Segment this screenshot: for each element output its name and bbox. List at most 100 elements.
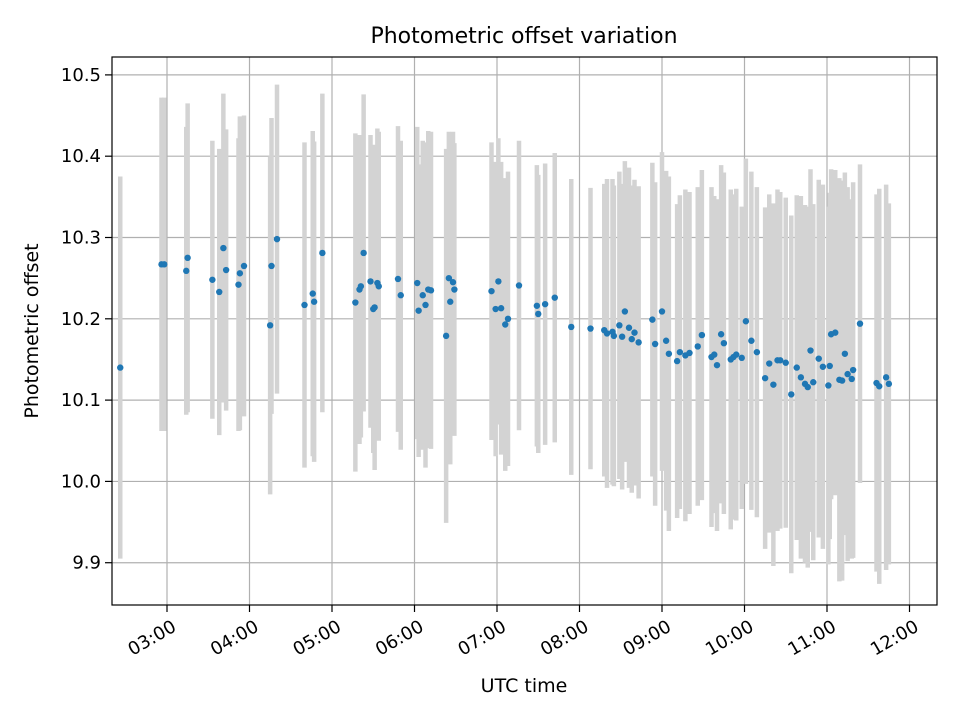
data-point	[738, 354, 745, 362]
y-tick-label: 10.1	[61, 390, 101, 411]
y-axis-ticks: 9.9 10.0 10.1 10.2 10.3 10.4 10.5	[61, 65, 112, 574]
x-tick-label: 04:00	[207, 616, 262, 660]
data-point	[310, 298, 318, 305]
data-point	[807, 347, 814, 354]
data-point	[375, 283, 382, 290]
x-tick-label: 08:00	[537, 616, 592, 660]
data-point	[309, 290, 316, 297]
x-tick-label: 11:00	[784, 616, 839, 660]
x-tick-label: 09:00	[619, 616, 674, 660]
data-point	[662, 337, 670, 344]
data-point	[240, 262, 248, 270]
data-point	[488, 287, 495, 295]
data-point	[838, 377, 846, 384]
data-point	[184, 254, 191, 262]
x-axis-ticks: 03:00 04:00 05:00 06:00 07:00 08:00 09:00 10:00…	[124, 605, 922, 660]
data-point	[686, 349, 693, 357]
data-point	[848, 375, 855, 383]
data-point	[273, 235, 281, 243]
data-point	[717, 331, 725, 338]
data-point	[414, 279, 421, 287]
data-point	[419, 292, 426, 299]
data-point	[161, 261, 168, 268]
chart-title: Photometric offset variation	[370, 24, 677, 49]
data-point	[761, 374, 769, 382]
data-point	[360, 249, 367, 257]
data-point	[658, 308, 666, 315]
data-point	[841, 350, 849, 357]
data-point	[777, 357, 784, 364]
data-point	[504, 315, 512, 323]
data-point	[748, 337, 755, 344]
data-point	[394, 275, 402, 283]
data-point	[357, 283, 365, 290]
data-point	[742, 318, 750, 325]
x-tick-label: 05:00	[289, 616, 344, 660]
data-point	[222, 266, 230, 274]
data-point	[625, 324, 633, 331]
data-point	[319, 249, 326, 257]
data-point	[733, 351, 740, 358]
data-point	[673, 357, 681, 365]
x-axis-label: UTC time	[481, 675, 568, 697]
data-point	[367, 278, 374, 285]
x-tick-label: 06:00	[372, 616, 427, 660]
data-point	[541, 300, 549, 308]
data-point	[618, 333, 626, 340]
data-point	[651, 340, 659, 348]
data-point	[649, 316, 656, 323]
data-point	[235, 281, 242, 288]
data-point	[826, 362, 833, 370]
data-point	[610, 332, 618, 340]
data-point	[449, 279, 457, 286]
data-point	[442, 332, 450, 340]
y-tick-label: 9.9	[72, 553, 101, 574]
data-point	[535, 310, 542, 318]
x-tick-label: 07:00	[454, 616, 509, 660]
data-point	[209, 276, 216, 283]
data-point	[876, 383, 883, 390]
data-point	[635, 339, 642, 346]
data-point	[782, 359, 789, 366]
x-tick-label: 12:00	[867, 616, 922, 660]
y-tick-label: 10.0	[61, 471, 101, 492]
data-point	[766, 360, 773, 367]
data-point	[568, 323, 575, 331]
plot-frame	[111, 56, 938, 606]
data-point	[631, 329, 638, 336]
data-point	[587, 325, 594, 332]
data-point	[301, 301, 308, 309]
data-points	[117, 235, 893, 398]
data-point	[856, 320, 864, 327]
data-point	[451, 286, 458, 293]
y-tick-label: 10.3	[61, 227, 101, 248]
data-point	[236, 270, 244, 277]
data-point	[492, 305, 499, 313]
data-point	[694, 343, 701, 350]
data-point	[793, 364, 800, 371]
y-axis-label: Photometric offset	[21, 243, 43, 418]
data-point	[713, 361, 721, 369]
data-point	[603, 330, 611, 337]
data-point	[770, 381, 777, 388]
data-point	[665, 350, 673, 357]
data-point	[698, 331, 706, 339]
data-point	[882, 374, 890, 381]
data-point	[616, 322, 623, 329]
data-point	[753, 348, 761, 356]
data-point	[422, 301, 429, 309]
data-point	[621, 308, 629, 315]
data-point	[371, 304, 378, 311]
x-tick-label: 03:00	[124, 616, 179, 660]
data-point	[844, 370, 851, 378]
data-point	[825, 382, 832, 389]
data-point	[711, 351, 718, 358]
data-point	[266, 322, 274, 329]
data-point	[415, 307, 422, 314]
data-point	[117, 364, 124, 371]
data-point	[832, 329, 839, 336]
data-point	[220, 244, 227, 252]
data-point	[497, 305, 505, 312]
data-point	[427, 287, 435, 294]
